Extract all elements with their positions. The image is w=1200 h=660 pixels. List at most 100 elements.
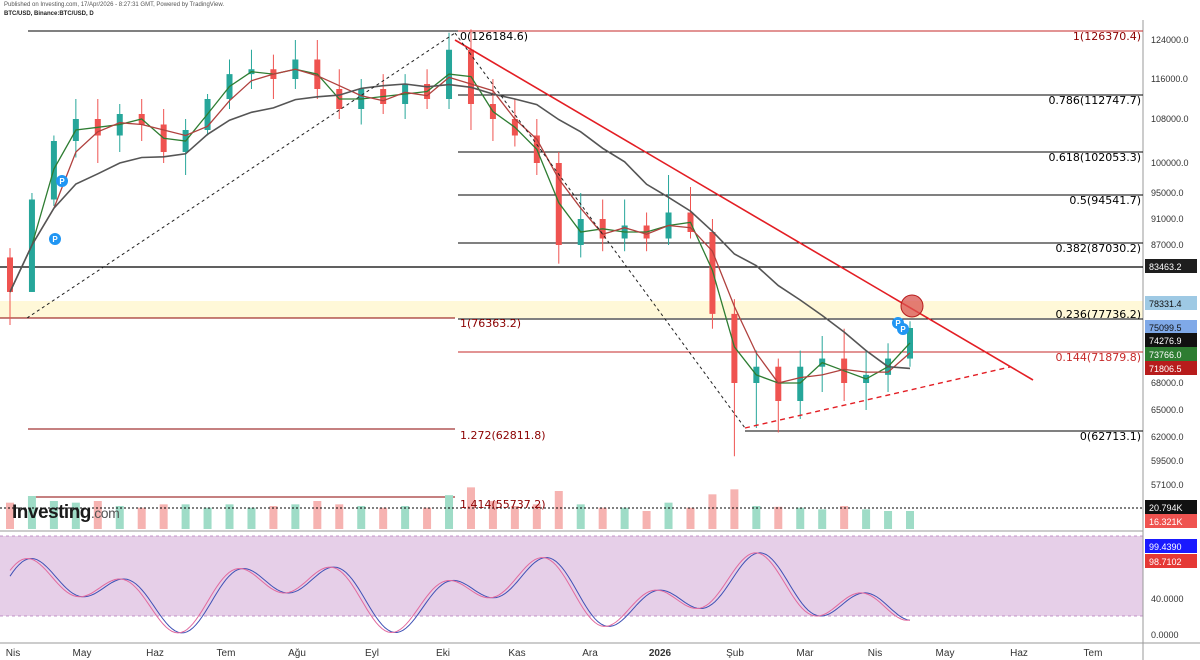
ma-long-line [9, 83, 911, 370]
volume-bar [27, 496, 36, 529]
volume-bar [774, 506, 783, 529]
time-axis-label: Haz [1010, 648, 1028, 659]
fib-level-label: 0.144(71879.8) [1055, 351, 1141, 364]
volume-bar [159, 504, 168, 529]
stoch-d-value: 98.7102 [1149, 557, 1182, 567]
volume-bar [818, 509, 827, 529]
price-badge-label: 75099.5 [1149, 323, 1182, 333]
volume-bar [708, 494, 717, 529]
price-axis-tick: 116000.0 [1151, 74, 1188, 84]
fib-level-label: 0.236(77736.2) [1055, 308, 1141, 321]
stoch-k-line [9, 552, 911, 634]
time-axis-label: Ağu [288, 648, 306, 659]
volume-bar [291, 504, 300, 529]
stoch-d-badge [1145, 554, 1197, 568]
pivot-marker-label: P [59, 177, 65, 186]
volume-bar [554, 491, 563, 529]
volume-bar [664, 502, 673, 529]
volume-bar [445, 495, 454, 529]
volume-bar [906, 511, 914, 529]
support-zone [0, 301, 1143, 318]
pivot-marker-label: P [895, 319, 901, 328]
volume-bar [6, 502, 14, 529]
pivot-marker [49, 233, 61, 245]
pivot-marker [897, 323, 909, 335]
time-axis-label: Tem [217, 648, 236, 659]
symbol-label: BTC/USD, Binance:BTC/USD, D [4, 11, 94, 17]
price-badge-label: 83463.2 [1149, 262, 1182, 272]
price-axis-tick: 91000.0 [1151, 214, 1184, 224]
volume-bar [884, 511, 893, 529]
price-axis-tick: 65000.0 [1151, 405, 1184, 415]
volume-bar [225, 504, 234, 529]
volume-bar [49, 501, 58, 529]
volume-bar [247, 507, 256, 529]
volume-bar [137, 507, 146, 529]
price-badge [1145, 296, 1197, 310]
time-axis-label: Kas [508, 648, 525, 659]
candle-body [731, 313, 738, 383]
time-axis-label: Eki [436, 648, 450, 659]
pivot-marker-label: P [52, 235, 58, 244]
volume-bar [71, 502, 80, 529]
fib-extension-label: 1.414(55737.2) [460, 498, 546, 511]
price-axis-tick: 87000.0 [1151, 240, 1184, 250]
time-axis-label: Şub [726, 648, 744, 659]
price-badge [1145, 514, 1197, 528]
price-badge-label: 71806.5 [1149, 364, 1182, 374]
price-axis-tick: 100000.0 [1151, 158, 1189, 168]
stoch-axis-tick: 40.0000 [1151, 594, 1184, 604]
time-axis-label: Nis [6, 648, 20, 659]
volume-bar [840, 506, 849, 529]
price-badge-label: 78331.4 [1149, 299, 1182, 309]
candle-body [7, 257, 13, 292]
fib-level-label: 0.382(87030.2) [1055, 242, 1141, 255]
price-badge-label: 74276.9 [1149, 336, 1182, 346]
volume-bar [401, 506, 410, 529]
investing-logo: Investing.com [12, 502, 120, 523]
fib-level-label: 0(62713.1) [1080, 430, 1141, 443]
breakout-circle [900, 294, 924, 318]
fib-level-label: 0.786(112747.7) [1048, 94, 1141, 107]
volume-bar [269, 506, 278, 529]
volume-bar [686, 507, 695, 529]
volume-bar [423, 507, 432, 529]
volume-bar [752, 506, 761, 529]
volume-bar [796, 507, 805, 529]
price-axis-tick: 124000.0 [1151, 35, 1189, 45]
volume-bar [532, 504, 541, 529]
published-note: Published on Investing.com, 17/Apr/2026 … [4, 2, 225, 8]
volume-bar [335, 504, 344, 529]
fib-swing-dashed-line [454, 32, 746, 429]
price-axis-tick: 59500.0 [1151, 456, 1184, 466]
time-axis-label: Haz [146, 648, 164, 659]
candle-body [797, 366, 804, 401]
volume-bar [620, 507, 629, 529]
fib-top-label: 0(126184.6) [460, 30, 528, 43]
fib-extension-label: 1(76363.2) [460, 317, 521, 330]
downtrend-line [454, 39, 1034, 381]
price-axis-tick: 95000.0 [1151, 188, 1184, 198]
price-axis-tick: 68000.0 [1151, 378, 1184, 388]
price-badge-label: 73766.0 [1149, 350, 1182, 360]
price-axis-tick: 108000.0 [1151, 114, 1189, 124]
fib-base-dashed-line [26, 32, 456, 319]
price-badge-label: 16.321K [1149, 517, 1183, 527]
stoch-d-line [9, 552, 911, 634]
volume-bar [93, 501, 102, 529]
fib-level-label: 1(126370.4) [1073, 30, 1141, 43]
time-axis-label: Mar [796, 648, 814, 659]
price-axis-tick: 62000.0 [1151, 432, 1184, 442]
candle-body [709, 232, 716, 314]
price-badge [1145, 347, 1197, 361]
volume-bar [862, 509, 871, 529]
time-axis-label: May [73, 648, 92, 659]
ema-mid-line [9, 68, 911, 384]
stoch-k-badge [1145, 539, 1197, 553]
price-badge [1145, 259, 1197, 273]
price-axis-tick: 57100.0 [1151, 480, 1184, 490]
pivot-marker-label: P [900, 325, 906, 334]
volume-bar [203, 507, 212, 529]
volume-bar [379, 507, 388, 529]
